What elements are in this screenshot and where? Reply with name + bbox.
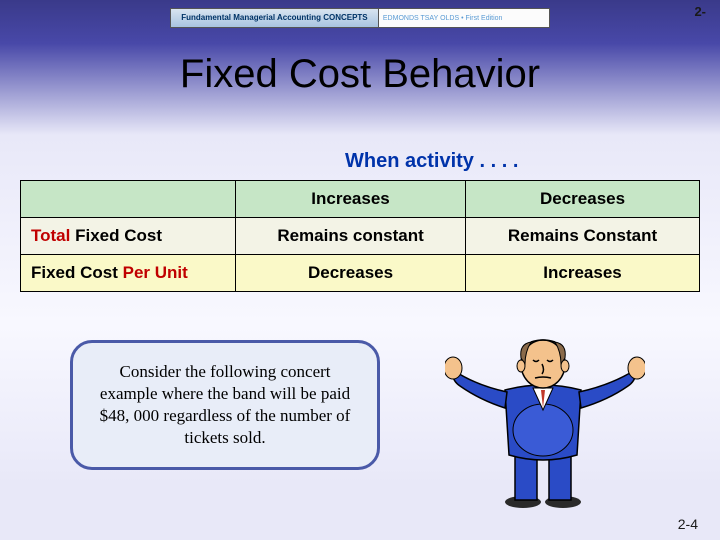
page-number: 2-4 (678, 516, 698, 532)
header-increases: Increases (236, 181, 466, 218)
header-decreases: Decreases (466, 181, 700, 218)
row-label-perunit: Fixed Cost Per Unit (21, 255, 236, 292)
textbook-banner: Fundamental Managerial Accounting CONCEP… (170, 8, 550, 28)
banner-title: Fundamental Managerial Accounting CONCEP… (171, 9, 379, 27)
banner-authors: EDMONDS TSAY OLDS • First Edition (379, 9, 549, 27)
label-black-part: Fixed Cost (70, 226, 162, 245)
row-label-total: Total Fixed Cost (21, 218, 236, 255)
cell-perunit-decreases: Increases (466, 255, 700, 292)
label-red-part: Total (31, 226, 70, 245)
example-callout: Consider the following concert example w… (70, 340, 380, 470)
table-header-row: Increases Decreases (21, 181, 700, 218)
header-blank (21, 181, 236, 218)
cell-total-increases: Remains constant (236, 218, 466, 255)
slide-title: Fixed Cost Behavior (0, 52, 720, 97)
label-black-part: Fixed Cost (31, 263, 123, 282)
shrugging-man-illustration (445, 330, 645, 510)
cost-behavior-table: Increases Decreases Total Fixed Cost Rem… (20, 180, 700, 292)
chapter-number: 2- (694, 4, 706, 19)
cell-total-decreases: Remains Constant (466, 218, 700, 255)
cell-perunit-increases: Decreases (236, 255, 466, 292)
table-row: Fixed Cost Per Unit Decreases Increases (21, 255, 700, 292)
table-row: Total Fixed Cost Remains constant Remain… (21, 218, 700, 255)
label-red-part: Per Unit (123, 263, 188, 282)
slide-subtitle: When activity . . . . (345, 150, 518, 173)
